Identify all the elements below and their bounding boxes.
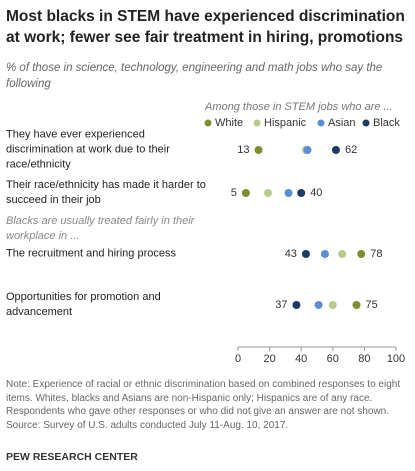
dot <box>338 250 347 258</box>
credit: PEW RESEARCH CENTER <box>6 451 138 463</box>
legend-title: Among those in STEM jobs who are ... <box>204 101 393 113</box>
category-label: Opportunities for promotion and advancem… <box>6 291 161 318</box>
source: Source: Survey of U.S. adults conducted … <box>6 419 289 431</box>
dot <box>320 250 329 258</box>
dot <box>331 146 340 154</box>
notes: Note: Experience of racial or ethnic dis… <box>6 378 410 432</box>
group-label: Blacks are usually treated fairly in the… <box>6 215 195 242</box>
x-tick-label: 40 <box>295 353 307 365</box>
x-tick-label: 0 <box>235 353 241 365</box>
data-label: 43 <box>285 248 297 260</box>
data-label: 78 <box>370 248 382 260</box>
legend-label: Black <box>373 117 400 129</box>
legend-label: Asian <box>328 117 356 129</box>
category-label: Their race/ethnicity has made it harder … <box>6 179 206 206</box>
dot <box>357 250 366 258</box>
note: Note: Experience of racial or ethnic dis… <box>6 379 401 417</box>
legend-label: White <box>215 117 243 129</box>
legend-marker <box>362 119 370 127</box>
x-tick-label: 80 <box>358 353 370 365</box>
x-tick-label: 20 <box>263 353 275 365</box>
legend-marker <box>204 119 212 127</box>
dot <box>292 301 301 309</box>
legend-marker <box>317 119 325 127</box>
x-tick-label: 60 <box>327 353 339 365</box>
legend-label: Hispanic <box>264 117 307 129</box>
dot <box>264 189 273 197</box>
data-label: 37 <box>275 299 287 311</box>
dot <box>328 301 337 309</box>
x-tick-label: 100 <box>387 353 405 365</box>
dot <box>314 301 323 309</box>
dot <box>241 189 250 197</box>
category-label: They have ever experienced discriminatio… <box>6 128 170 171</box>
chart-title: Most blacks in STEM have experienced dis… <box>6 8 405 46</box>
category-label: The recruitment and hiring process <box>6 247 176 260</box>
dot <box>352 301 361 309</box>
chart-subtitle: % of those in science, technology, engin… <box>6 62 383 90</box>
data-label: 75 <box>366 299 378 311</box>
data-label: 13 <box>237 144 249 156</box>
data-label: 40 <box>310 187 322 199</box>
dot <box>303 146 312 154</box>
dot <box>301 250 310 258</box>
dot <box>254 146 263 154</box>
data-label: 5 <box>231 187 237 199</box>
dot <box>297 189 306 197</box>
legend-marker <box>253 119 261 127</box>
dot <box>284 189 293 197</box>
data-label: 62 <box>345 144 357 156</box>
